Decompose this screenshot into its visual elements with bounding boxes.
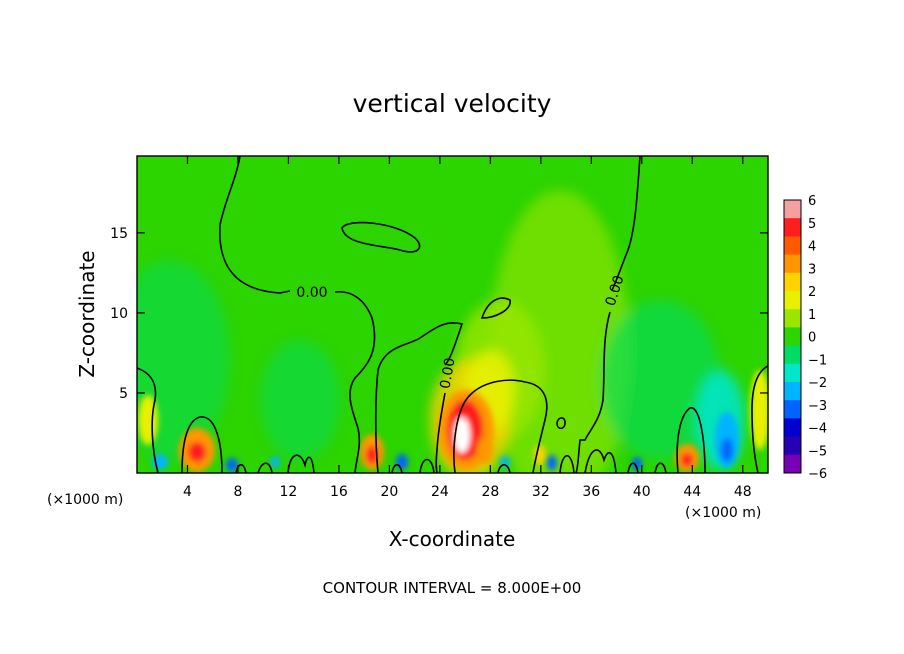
colorbar-label: −6 [808,467,827,482]
contour-cell-right [676,407,706,473]
colorbar-swatch [784,218,801,237]
contour-middle [374,322,464,473]
colorbar-swatch [784,272,801,292]
updraft-cores [138,370,768,472]
colorbar-label: 0 [808,331,816,346]
contour-label: 0.00 [437,357,458,390]
downdraft-cores [152,412,739,472]
colorbar-label: −5 [808,444,827,459]
colorbar-swatch [784,291,801,310]
contour-bottom-ripples [235,449,667,473]
colorbar-swatch [784,454,801,474]
plot-frame [136,155,769,474]
colorbar-swatch [784,400,801,419]
x-tick-label: 32 [532,484,550,500]
x-tick-label: 40 [633,484,651,500]
x-tick-label: 4 [183,484,192,500]
contour-closed [341,221,421,253]
colorbar-swatch [784,345,801,365]
zero-contours [137,156,768,473]
contour-updraft [453,379,548,473]
contour-left [219,156,376,473]
x-tick-label: 48 [734,484,752,500]
colorbar-swatch [784,254,801,274]
plot-area [137,156,768,473]
x-unit-right: (×1000 m) [685,505,761,521]
colorbar-swatch [784,418,801,438]
contour-interval-note: CONTOUR INTERVAL = 8.000E+00 [323,579,582,597]
y-tick-label: 15 [110,226,128,242]
colorbar-swatch [784,236,801,256]
contour-edge-right [751,365,768,473]
x-tick-label: 8 [233,484,242,500]
colorbar-swatch [784,200,801,219]
x-tick-label: 24 [431,484,449,500]
contour-label-bg [291,280,333,300]
colorbar-frame [783,199,802,474]
y-tick-label: 10 [110,306,128,322]
x-tick-label: 20 [380,484,398,500]
x-unit-left: (×1000 m) [47,492,123,508]
chart-title: vertical velocity [353,89,552,118]
colorbar-label: −1 [808,353,827,368]
colorbar-label: −4 [808,422,827,437]
colorbar-swatch [784,382,801,401]
x-tick-label: 28 [481,484,499,500]
x-axis-label: X-coordinate [389,527,516,551]
contour-edge-left [137,367,159,473]
contour-cell-left [181,416,223,473]
colorbar-swatch [784,436,801,456]
x-tick-label: 36 [582,484,600,500]
colorbar-label: 1 [808,308,816,323]
colorbar-label: 5 [808,217,816,232]
contour-small [480,297,511,319]
colorbar-label: 4 [808,240,816,255]
colorbar-label: −3 [808,399,827,414]
colorbar-labels: 6 5 4 3 2 1 0 −1 −2 −3 −4 −5 −6 [808,194,827,482]
colorbar-label: −2 [808,376,827,391]
colorbar-swatch [784,327,801,347]
y-axis: 5 10 15 [110,226,768,402]
y-tick-label: 5 [119,386,128,402]
colorbar-swatch [784,363,801,383]
x-tick-label: 44 [683,484,701,500]
y-axis-label: Z-coordinate [75,250,99,377]
x-tick-label: 16 [330,484,348,500]
x-tick-label: 12 [280,484,298,500]
contour-label: 0.00 [296,285,327,301]
colorbar-label: 6 [808,194,816,209]
contour-right [575,156,641,473]
x-axis: 4 8 12 16 20 24 28 32 36 40 44 48 [183,156,752,500]
contour-dot [556,417,566,430]
colorbar-swatch [784,309,801,328]
colorbar-label: 3 [808,262,816,277]
colorbar [784,200,801,474]
colorbar-label: 2 [808,285,816,300]
